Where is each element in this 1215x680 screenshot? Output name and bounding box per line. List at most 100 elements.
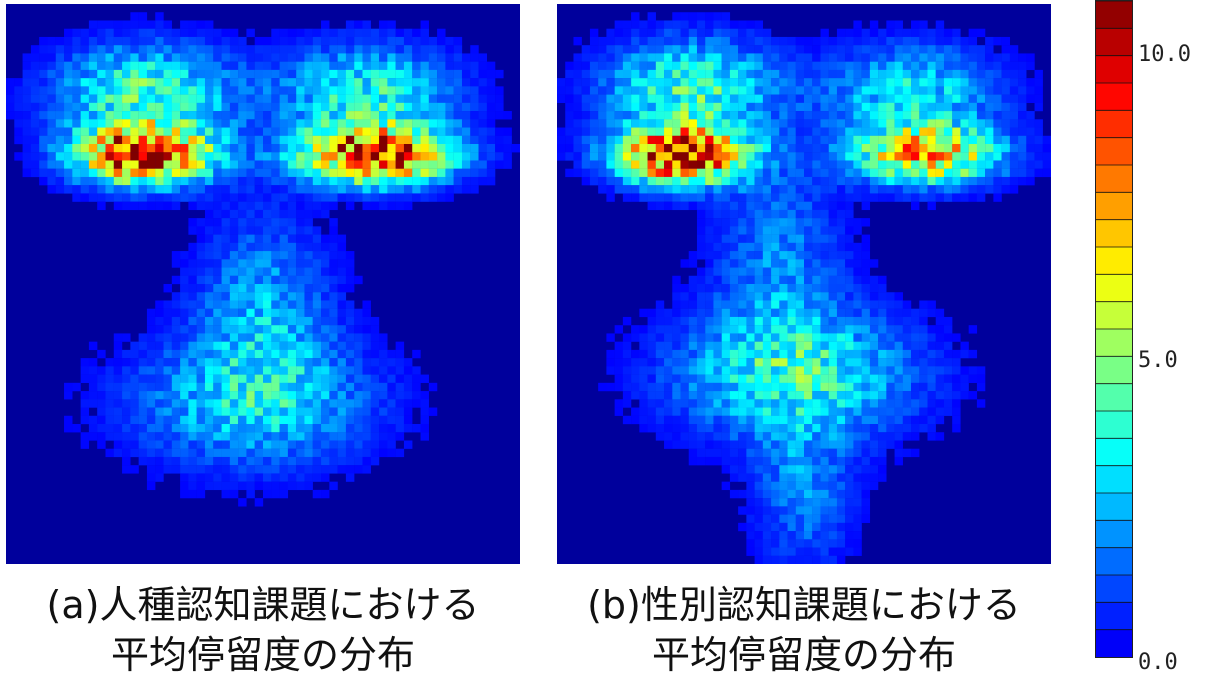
heatmap-cell <box>853 275 862 285</box>
heatmap-cell <box>196 45 206 54</box>
heatmap-cell <box>672 94 681 103</box>
heatmap-cell <box>853 333 862 342</box>
heatmap-cell <box>812 498 821 507</box>
heatmap-cell <box>762 201 772 211</box>
heatmap-cell <box>795 127 805 136</box>
heatmap-cell <box>960 45 969 54</box>
heatmap-cell <box>263 209 272 219</box>
heatmap-cell <box>88 135 98 145</box>
heatmap-cell <box>655 78 665 87</box>
heatmap-cell <box>1034 135 1043 145</box>
heatmap-cell <box>754 45 763 54</box>
heatmap-cell <box>387 135 396 145</box>
heatmap-cell <box>762 555 772 564</box>
heatmap-cell <box>138 36 148 46</box>
heatmap-cell <box>746 308 755 318</box>
heatmap-cell <box>721 102 731 112</box>
heatmap-cell <box>337 193 347 202</box>
heatmap-cell <box>279 399 289 408</box>
heatmap-cell <box>155 448 164 458</box>
heatmap-cell <box>746 226 755 235</box>
heatmap-cell <box>213 144 222 153</box>
heatmap-cell <box>878 358 887 367</box>
heatmap-cell <box>836 69 846 79</box>
heatmap-cell <box>221 193 231 202</box>
heatmap-cell <box>97 28 106 38</box>
heatmap-cell <box>453 144 463 153</box>
heatmap-cell <box>754 242 763 252</box>
heatmap-cell <box>263 300 272 309</box>
heatmap-cell <box>820 78 829 87</box>
heatmap-cell <box>337 448 347 458</box>
heatmap-cell <box>379 61 388 71</box>
heatmap-cell <box>655 152 665 161</box>
heatmap-cell <box>354 28 363 38</box>
heatmap-cell <box>878 349 887 359</box>
heatmap-cell <box>30 119 40 128</box>
heatmap-cell <box>345 144 355 153</box>
heatmap-cell <box>188 135 197 145</box>
heatmap-cell <box>395 127 405 136</box>
heatmap-cell <box>1001 135 1010 145</box>
heatmap-cell <box>631 36 640 46</box>
heatmap-cell <box>655 53 665 62</box>
heatmap-cell <box>754 382 763 392</box>
heatmap-cell <box>163 391 172 400</box>
heatmap-cell <box>828 86 838 95</box>
heatmap-cell <box>721 440 731 449</box>
heatmap-cell <box>647 94 656 103</box>
heatmap-cell <box>39 119 48 128</box>
heatmap-cell <box>229 152 239 161</box>
heatmap-cell <box>271 284 280 293</box>
heatmap-cell <box>771 456 780 466</box>
heatmap-cell <box>993 78 1002 87</box>
heatmap-cell <box>845 45 854 54</box>
heatmap-cell <box>581 135 591 145</box>
heatmap-cell <box>163 366 172 375</box>
heatmap-cell <box>820 448 829 458</box>
heatmap-cell <box>437 69 446 79</box>
heatmap-cell <box>976 168 986 178</box>
heatmap-cell <box>762 333 772 342</box>
heatmap-cell <box>246 349 255 359</box>
heatmap-cell <box>960 160 969 169</box>
heatmap-cell <box>229 251 239 260</box>
heatmap-cell <box>943 45 953 54</box>
heatmap-cell <box>795 119 805 128</box>
heatmap-cell <box>321 284 330 293</box>
heatmap-cell <box>985 185 994 194</box>
heatmap-cell <box>486 78 496 87</box>
heatmap-cell <box>130 374 139 383</box>
heatmap-cell <box>688 333 698 342</box>
heatmap-cell <box>403 399 413 408</box>
heatmap-cell <box>647 61 656 71</box>
heatmap-cell <box>122 152 131 161</box>
heatmap-cell <box>738 275 747 285</box>
heatmap-cell <box>1026 168 1035 178</box>
heatmap-cell <box>279 481 289 491</box>
heatmap-cell <box>762 399 772 408</box>
heatmap-cell <box>105 69 114 79</box>
heatmap-cell <box>246 218 255 227</box>
heatmap-cell <box>304 201 313 211</box>
heatmap-cell <box>696 448 706 458</box>
heatmap-cell <box>976 176 986 186</box>
heatmap-cell <box>589 168 599 178</box>
heatmap-cell <box>853 185 862 194</box>
heatmap-cell <box>238 325 247 334</box>
heatmap-cell <box>271 432 280 441</box>
heatmap-cell <box>993 53 1002 62</box>
heatmap-cell <box>688 45 698 54</box>
heatmap-cell <box>163 53 172 62</box>
heatmap-cell <box>804 152 813 161</box>
heatmap-cell <box>713 36 722 46</box>
heatmap-cell <box>30 45 40 54</box>
heatmap-cell <box>387 432 396 441</box>
heatmap-cell <box>581 94 591 103</box>
heatmap-cell <box>655 20 665 29</box>
heatmap-cell <box>688 292 698 301</box>
heatmap-cell <box>345 127 355 136</box>
heatmap-cell <box>254 135 264 145</box>
heatmap-cell <box>287 292 297 301</box>
heatmap-cell <box>729 424 739 433</box>
